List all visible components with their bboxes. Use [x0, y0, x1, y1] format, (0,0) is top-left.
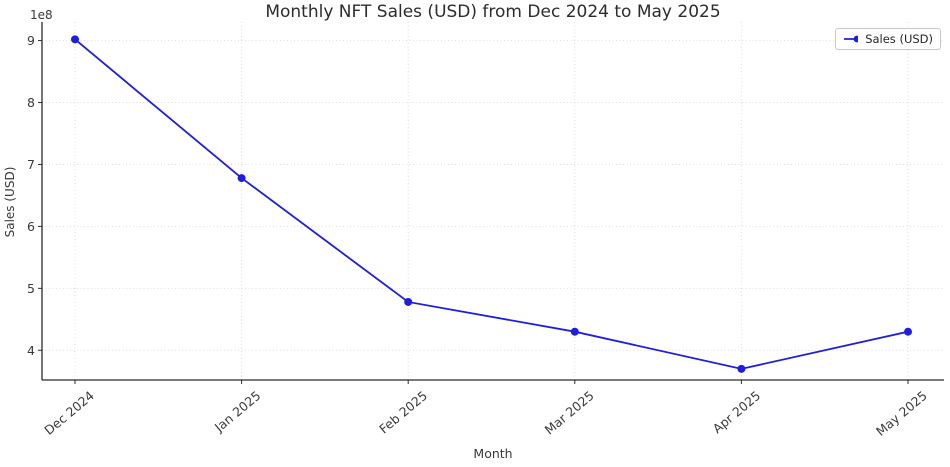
- data-point: [904, 327, 912, 336]
- legend-marker-icon: [844, 35, 859, 43]
- y-tick-label: 6: [27, 219, 35, 234]
- series: [71, 35, 912, 373]
- tick-labels: 4 5 6 7 8 9 Dec 2024 Jan 2025 Feb 2025 Mar 2025 Ap…: [27, 33, 930, 439]
- x-tick-label: May 2025: [873, 388, 930, 439]
- legend-label: Sales (USD): [865, 32, 933, 46]
- x-tick-label: Feb 2025: [376, 388, 430, 437]
- y-axis-offset-label: 1e8: [30, 8, 53, 22]
- data-point: [570, 327, 579, 336]
- x-tick-label: Apr 2025: [710, 388, 764, 436]
- data-point: [237, 174, 246, 183]
- x-axis-label: Month: [473, 446, 513, 461]
- data-point: [404, 297, 413, 306]
- legend: Sales (USD): [835, 28, 941, 50]
- y-tick-label: 4: [27, 343, 35, 358]
- gridlines: [42, 22, 944, 380]
- y-tick-label: 8: [27, 95, 35, 110]
- axes-spines: [38, 22, 944, 384]
- data-point: [71, 35, 79, 44]
- y-tick-label: 5: [27, 281, 35, 296]
- y-tick-label: 7: [27, 157, 35, 172]
- y-tick-label: 9: [27, 33, 35, 48]
- x-tick-label: Dec 2024: [41, 388, 97, 438]
- data-point: [737, 364, 746, 373]
- series-line: [74, 38, 909, 370]
- chart-title: Monthly NFT Sales (USD) from Dec 2024 to…: [265, 2, 721, 22]
- x-tick-label: Jan 2025: [211, 388, 264, 436]
- x-tick-label: Mar 2025: [542, 388, 597, 438]
